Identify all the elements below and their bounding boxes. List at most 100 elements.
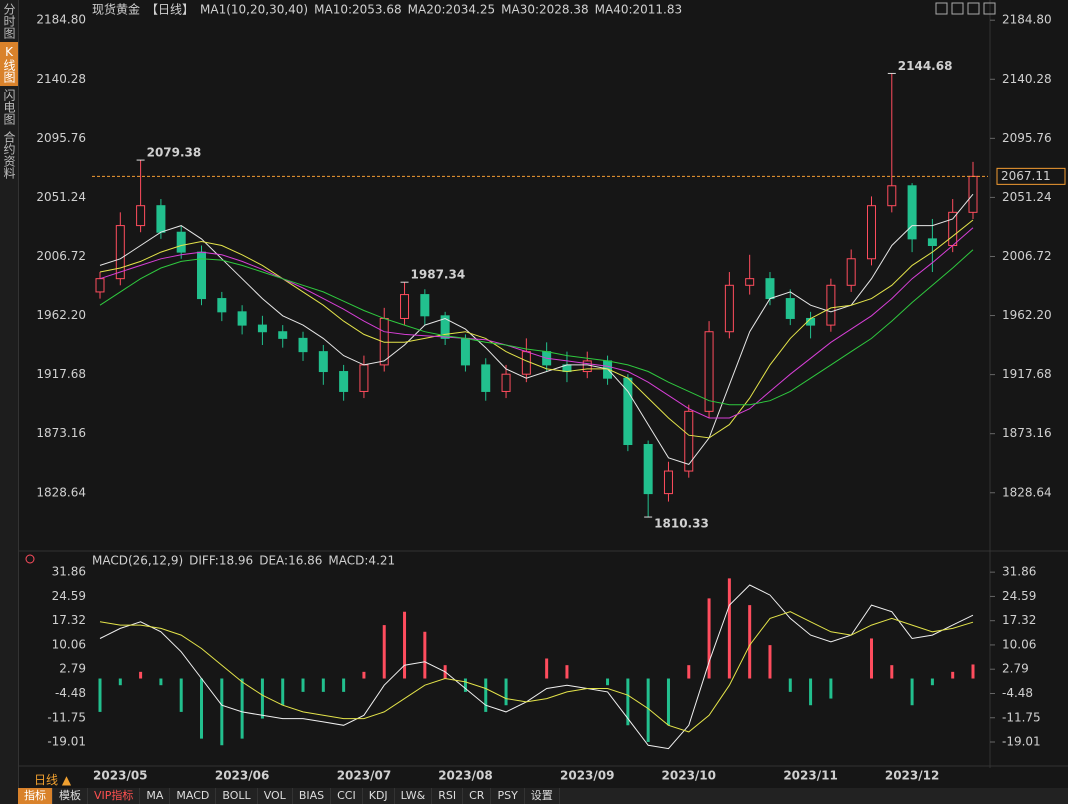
y-tick-label: 2051.24 [1002, 190, 1052, 204]
legend-entry: MA40:2011.83 [595, 3, 683, 17]
sidebar-tab[interactable]: K线图 [0, 42, 18, 86]
y-tick-label: 1962.20 [36, 308, 86, 322]
candle-body [157, 206, 165, 233]
legend-entry: DIFF:18.96 [189, 554, 253, 568]
y-tick-label: -4.48 [55, 686, 86, 700]
candle-body [279, 332, 287, 339]
candle-body [908, 186, 916, 239]
y-tick-label: 1917.68 [1002, 367, 1052, 381]
indicator-line [100, 612, 973, 732]
sidebar-tab[interactable]: 合约资料 [0, 128, 18, 182]
y-tick-label: 1962.20 [1002, 308, 1052, 322]
legend-entry: MA30:2028.38 [501, 3, 589, 17]
chart-period: 【日线】 [146, 3, 194, 17]
y-tick-label: 1873.16 [1002, 426, 1052, 440]
candle-body [401, 295, 409, 319]
chart-title: 现货黄金 [92, 2, 140, 17]
icon-button[interactable] [936, 3, 947, 14]
y-tick-label: 10.06 [52, 637, 86, 651]
y-tick-label: -19.01 [47, 734, 86, 748]
y-tick-label: 1917.68 [36, 367, 86, 381]
extreme-label: 1810.33 [654, 517, 709, 531]
indicator-name: MACD(26,12,9) [92, 554, 183, 568]
candle-body [218, 299, 226, 312]
candle-body [664, 471, 672, 494]
y-tick-label: 31.86 [52, 565, 86, 579]
candle-body [786, 299, 794, 319]
indicator-tab[interactable]: 指标 [18, 788, 53, 804]
extreme-label: 1987.34 [411, 268, 466, 282]
y-tick-label: 1828.64 [36, 485, 86, 499]
extreme-label: 2144.68 [898, 59, 953, 73]
indicator-name: MA1(10,20,30,40) [200, 3, 308, 17]
y-tick-label: 2.79 [59, 662, 86, 676]
candle-body [258, 325, 266, 332]
candle-body [238, 312, 246, 325]
icon-button[interactable] [968, 3, 979, 14]
x-tick-label: 2023/05 [93, 769, 147, 783]
indicator-line [100, 194, 973, 464]
indicator-tab[interactable]: MACD [170, 788, 216, 804]
indicator-tab[interactable]: 设置 [525, 788, 560, 804]
candle-body [299, 338, 307, 351]
candle-body [96, 279, 104, 292]
candle-body [847, 259, 855, 286]
icon-button[interactable] [952, 3, 963, 14]
candle-body [827, 285, 835, 325]
indicator-tab[interactable]: CR [463, 788, 491, 804]
toolbar-icons[interactable] [936, 3, 995, 14]
y-tick-label: 24.59 [1002, 589, 1036, 603]
y-tick-label: 2051.24 [36, 190, 86, 204]
indicator-tab[interactable]: PSY [491, 788, 524, 804]
sidebar-tab[interactable]: 闪电图 [0, 86, 18, 128]
x-tick-label: 2023/06 [215, 769, 269, 783]
x-tick-label: 2023/12 [885, 769, 939, 783]
y-tick-label: 2140.28 [1002, 72, 1052, 86]
indicator-tab[interactable]: MA [140, 788, 170, 804]
y-tick-label: -11.75 [1002, 710, 1041, 724]
candle-body [888, 186, 896, 206]
y-tick-label: -19.01 [1002, 734, 1041, 748]
indicator-tab[interactable]: 模板 [53, 788, 88, 804]
indicator-line [100, 220, 973, 438]
period-selector[interactable]: 日线 ▲ [34, 771, 71, 788]
sidebar-tab[interactable]: 分时图 [0, 0, 18, 42]
y-tick-label: -11.75 [47, 710, 86, 724]
indicator-tab[interactable]: LW& [395, 788, 433, 804]
indicator-bar: 指标模板VIP指标MAMACDBOLLVOLBIASCCIKDJLW&RSICR… [18, 788, 1068, 804]
indicator-tab[interactable]: VIP指标 [88, 788, 140, 804]
y-tick-label: 2006.72 [36, 249, 86, 263]
y-tick-label: 2184.80 [36, 13, 86, 27]
indicator-tab[interactable]: BIAS [293, 788, 331, 804]
candle-body [461, 338, 469, 365]
indicator-tab[interactable]: BOLL [216, 788, 257, 804]
candle-body [746, 279, 754, 286]
candle-body [360, 365, 368, 392]
candle-body [137, 206, 145, 226]
candle-body [725, 285, 733, 331]
last-price-label: 2067.11 [1001, 169, 1051, 183]
y-tick-label: -4.48 [1002, 686, 1033, 700]
y-tick-label: 2006.72 [1002, 249, 1052, 263]
y-tick-label: 2095.76 [36, 131, 86, 145]
y-tick-label: 2.79 [1002, 662, 1029, 676]
candle-body [949, 212, 957, 245]
candle-body [482, 365, 490, 392]
y-tick-label: 17.32 [1002, 613, 1036, 627]
sidebar: 分时图 K线图 闪电图 合约资料 [0, 0, 19, 804]
y-tick-label: 1873.16 [36, 426, 86, 440]
y-tick-label: 2140.28 [36, 72, 86, 86]
indicator-icon[interactable] [26, 555, 34, 563]
indicator-tab[interactable]: KDJ [363, 788, 395, 804]
x-tick-label: 2023/08 [438, 769, 492, 783]
candle-body [177, 232, 185, 252]
indicator-tab[interactable]: VOL [258, 788, 293, 804]
candle-body [644, 445, 652, 494]
indicator-line [100, 585, 973, 749]
candle-body [928, 239, 936, 246]
legend-entry: MACD:4.21 [328, 554, 395, 568]
indicator-tab[interactable]: CCI [331, 788, 363, 804]
indicator-tab[interactable]: RSI [432, 788, 463, 804]
candle-body [583, 361, 591, 372]
